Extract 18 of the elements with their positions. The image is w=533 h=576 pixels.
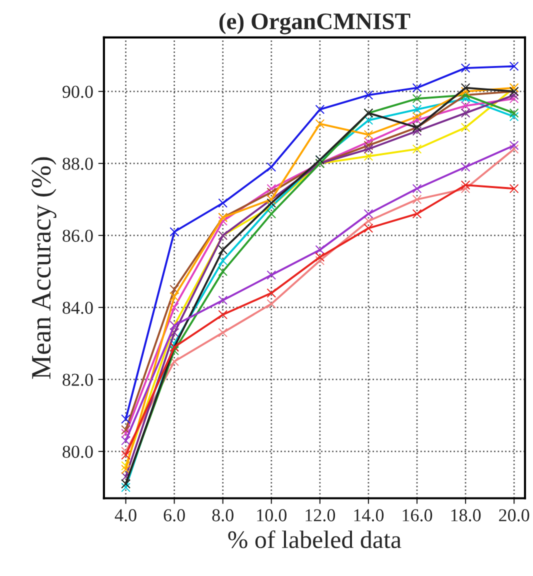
x-tick-label: 10.0 <box>257 509 286 522</box>
x-tick-label: 14.0 <box>354 509 384 522</box>
x-tick-label: 4.0 <box>114 509 136 522</box>
chart-title: (e) OrganCMNIST <box>219 12 410 34</box>
y-axis-title: Mean Accuracy (%) <box>31 157 56 379</box>
y-tick-label: 86.0 <box>62 230 93 242</box>
x-tick-label: 16.0 <box>402 509 432 522</box>
x-tick-label: 20.0 <box>499 509 530 522</box>
x-tick-label: 12.0 <box>306 509 336 522</box>
y-tick-label: 84.0 <box>62 302 93 314</box>
y-tick-label: 82.0 <box>62 374 93 386</box>
y-tick-label: 88.0 <box>62 158 93 170</box>
x-axis-title: % of labeled data <box>228 530 402 548</box>
y-tick-label: 80.0 <box>62 446 93 458</box>
y-tick-label: 90.0 <box>62 86 93 98</box>
x-tick-label: 18.0 <box>451 509 481 522</box>
x-tick-label: 6.0 <box>164 509 185 522</box>
x-tick-label: 8.0 <box>212 509 234 522</box>
